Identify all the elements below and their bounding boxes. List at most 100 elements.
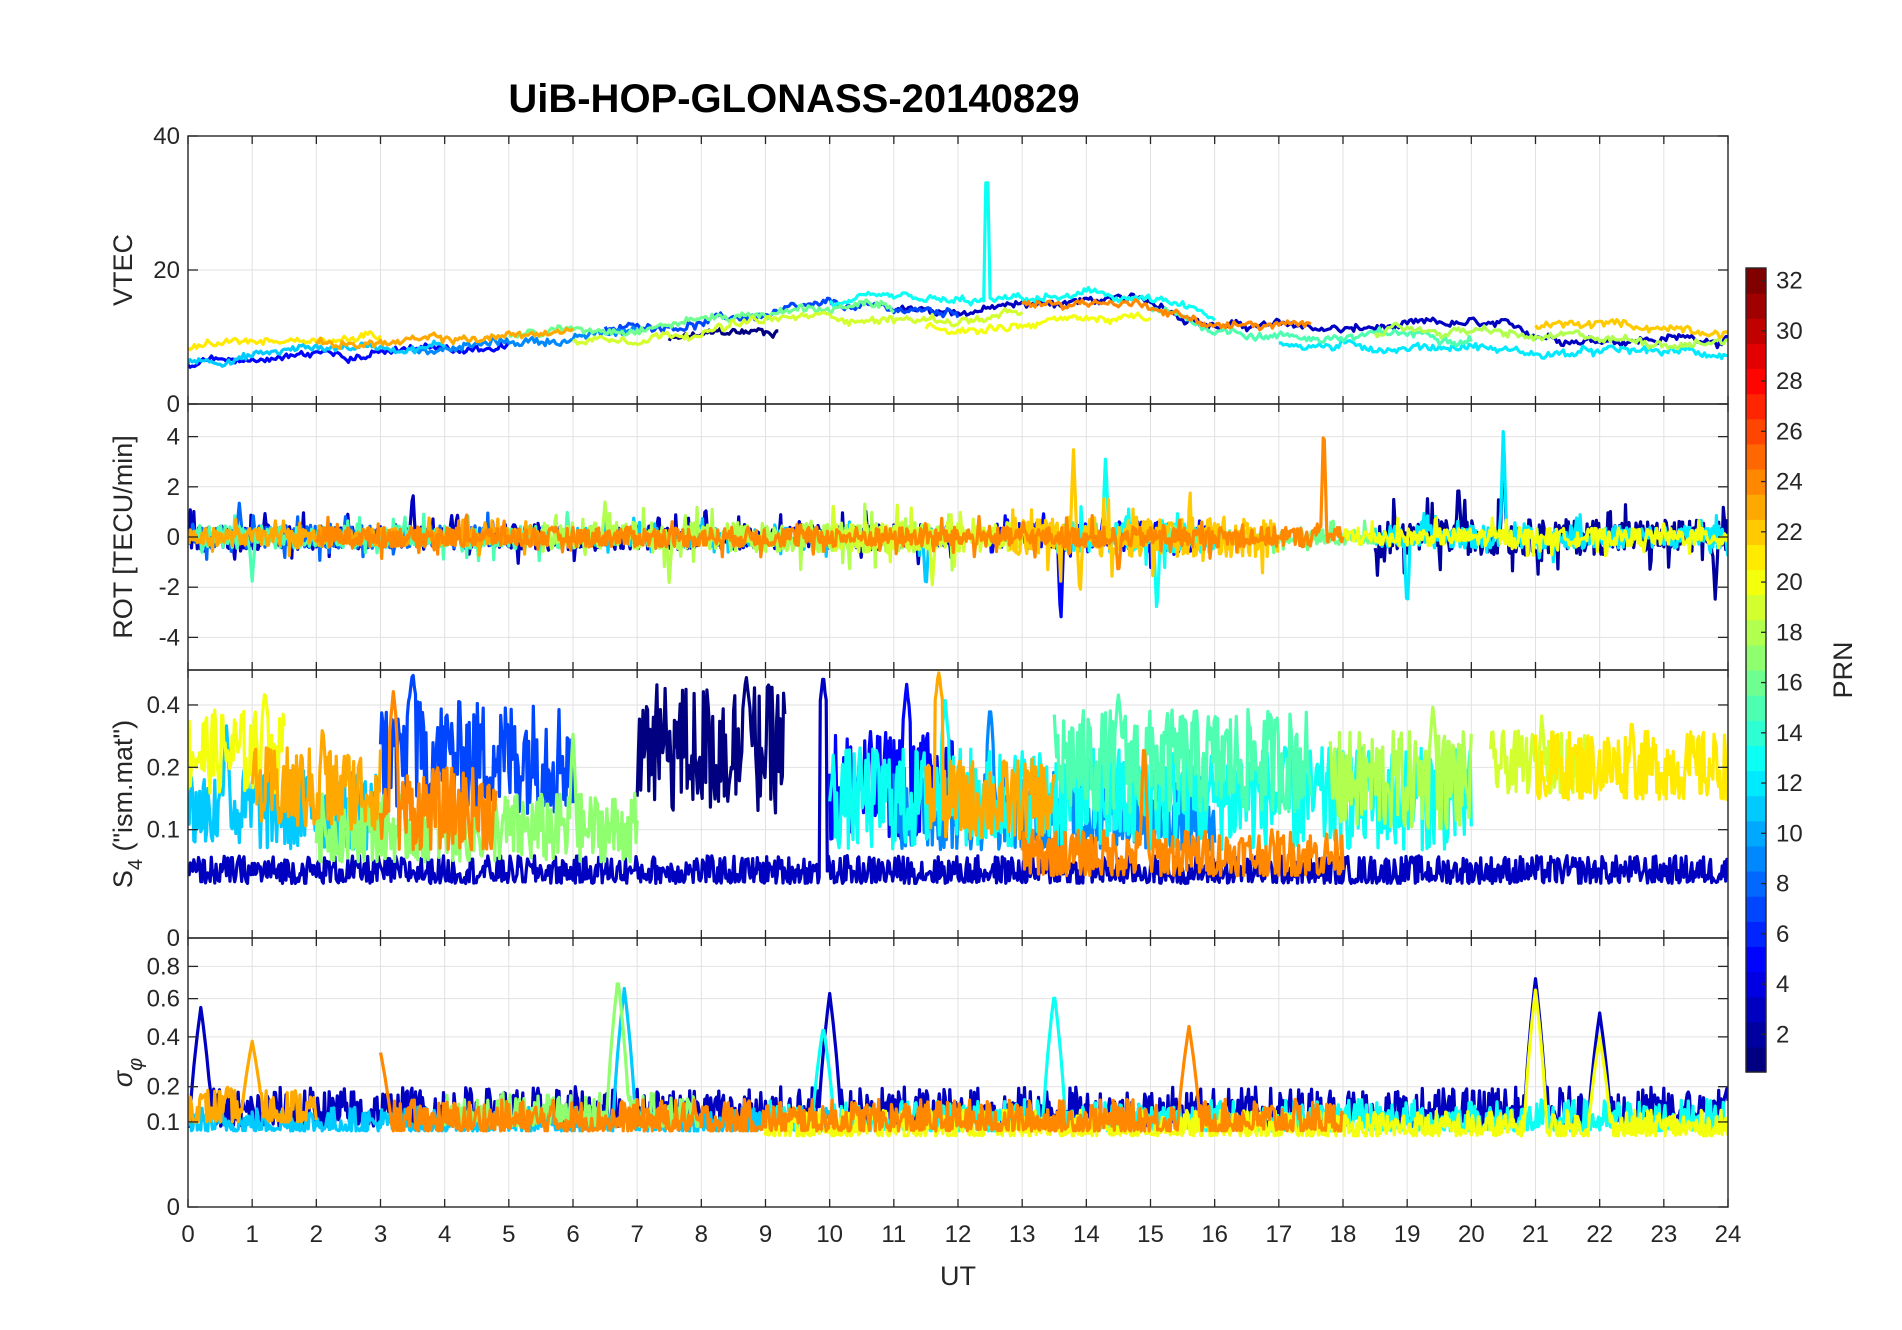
y-tick-label: -4: [159, 624, 180, 651]
series-line-prn-22: [1008, 448, 1280, 591]
x-tick-label: 19: [1394, 1221, 1421, 1248]
series-line-prn-20: [1341, 516, 1728, 558]
grid-sigma: [187, 938, 1729, 1208]
x-tick-label: 2: [310, 1221, 323, 1248]
colorbar-tick-label: 8: [1776, 871, 1789, 898]
series-line-prn-24: [314, 436, 1345, 571]
y-tick-label: 40: [153, 123, 180, 150]
y-label-main: σ: [108, 1069, 138, 1087]
series-line-prn-21: [1533, 722, 1728, 802]
x-tick-label: 6: [566, 1221, 579, 1248]
colorbar-swatch: [1746, 343, 1766, 370]
colorbar-swatch: [1746, 569, 1766, 596]
colorbar-swatch: [1746, 368, 1766, 395]
x-tick-label: 9: [759, 1221, 772, 1248]
series-line-prn-23: [924, 671, 1056, 841]
y-tick-label: 0.4: [147, 1024, 180, 1051]
x-tick-label: 8: [695, 1221, 708, 1248]
colorbar-swatch: [1746, 318, 1766, 344]
y-tick-label: 0.6: [147, 986, 180, 1013]
y-tick-label: 0.2: [147, 1074, 180, 1101]
series-rot: [188, 430, 1728, 619]
x-tick-label: 10: [816, 1221, 843, 1248]
y-tick-label: 0: [167, 391, 180, 418]
y-label-main: S: [108, 870, 138, 888]
colorbar-tick-label: 22: [1776, 519, 1803, 546]
series-line-prn-22: [1534, 317, 1728, 339]
y-tick-label: 0.1: [147, 1109, 180, 1136]
colorbar-tick-label: 6: [1776, 921, 1789, 948]
series-line-prn-23: [188, 1039, 318, 1124]
x-tick-label: 18: [1330, 1221, 1357, 1248]
colorbar-label: PRN: [1828, 641, 1858, 698]
series-vtec: [188, 181, 1728, 369]
colorbar-swatch: [1746, 820, 1766, 847]
x-tick-label: 4: [438, 1221, 451, 1248]
colorbar-tick-label: 28: [1776, 368, 1803, 395]
panel-vtec: 0 20 40 VTEC: [108, 123, 1729, 418]
colorbar-swatch: [1746, 921, 1766, 947]
colorbar-swatch: [1746, 896, 1766, 922]
y-tick-label: 2: [167, 474, 180, 501]
x-axis-label: UT: [940, 1261, 976, 1291]
panel-sigma: 0 0.1 0.2 0.4 0.6 0.8 σφ: [108, 937, 1729, 1221]
y-axis-label-s4: S4 ("ism.mat"): [108, 720, 147, 888]
y-tick-label: -2: [159, 574, 180, 601]
x-tick-label: 0: [181, 1221, 194, 1248]
colorbar-swatch: [1746, 971, 1766, 998]
colorbar-swatch: [1746, 443, 1766, 470]
colorbar-swatch: [1746, 871, 1766, 897]
series-sigma: [188, 977, 1728, 1138]
colorbar-tick-label: 18: [1776, 619, 1803, 646]
y-label-sub: 4: [125, 859, 147, 870]
y-label-sub: φ: [125, 1058, 147, 1071]
colorbar-tick-label: 24: [1776, 469, 1803, 496]
series-line-prn-11: [188, 986, 832, 1133]
series-line-prn-21: [188, 330, 382, 352]
y-label-rest: ("ism.mat"): [108, 720, 138, 859]
colorbar-tick-label: 14: [1776, 720, 1803, 747]
colorbar-swatch: [1746, 720, 1766, 746]
colorbar-tick-label: 12: [1776, 770, 1803, 797]
colorbar-swatch: [1746, 494, 1766, 520]
colorbar-swatch: [1746, 594, 1766, 621]
colorbar-tick-label: 30: [1776, 318, 1803, 345]
colorbar-swatch: [1746, 695, 1766, 721]
colorbar-swatch: [1746, 544, 1766, 571]
panel-s4: 0.1 0.2 0.4 0 S4 ("ism.mat"): [108, 669, 1729, 952]
series-line-prn-15: [1149, 306, 1473, 348]
series-line-prn-24: [1020, 748, 1345, 878]
x-tick-label: 7: [630, 1221, 643, 1248]
x-tick-label: 22: [1586, 1221, 1613, 1248]
colorbar-swatch: [1746, 745, 1766, 772]
series-line-prn-11: [188, 339, 446, 368]
y-tick-label: 4: [167, 424, 180, 451]
x-tick-label: 3: [374, 1221, 387, 1248]
series-line-prn-12: [1278, 339, 1728, 361]
x-tick-label: 13: [1009, 1221, 1036, 1248]
colorbar-swatch: [1746, 845, 1766, 872]
series-line-prn-24: [1021, 298, 1312, 332]
colorbar-swatch: [1746, 996, 1766, 1023]
y-tick-label: 0: [167, 524, 180, 551]
series-line-prn-19: [572, 307, 1024, 347]
y-tick-label: 0.1: [147, 817, 180, 844]
x-tick-label: 5: [502, 1221, 515, 1248]
colorbar-tick-label: 26: [1776, 418, 1803, 445]
colorbar-tick-label: 4: [1776, 971, 1789, 998]
chart-title: UiB-HOP-GLONASS-20140829: [508, 77, 1079, 121]
colorbar-swatch: [1746, 1046, 1766, 1073]
series-line-prn-24: [378, 689, 498, 852]
series-line-prn-18: [1373, 321, 1728, 350]
x-tick-label: 1: [245, 1221, 258, 1248]
series-line-prn-1: [635, 675, 787, 815]
series-line-prn-15: [1052, 693, 1313, 815]
series-line-prn-20: [924, 311, 1152, 336]
colorbar-swatch: [1746, 670, 1766, 696]
y-axis-label-sigma: σφ: [108, 1058, 147, 1087]
x-tick-label: 21: [1522, 1221, 1549, 1248]
colorbar-tick-label: 16: [1776, 670, 1803, 697]
